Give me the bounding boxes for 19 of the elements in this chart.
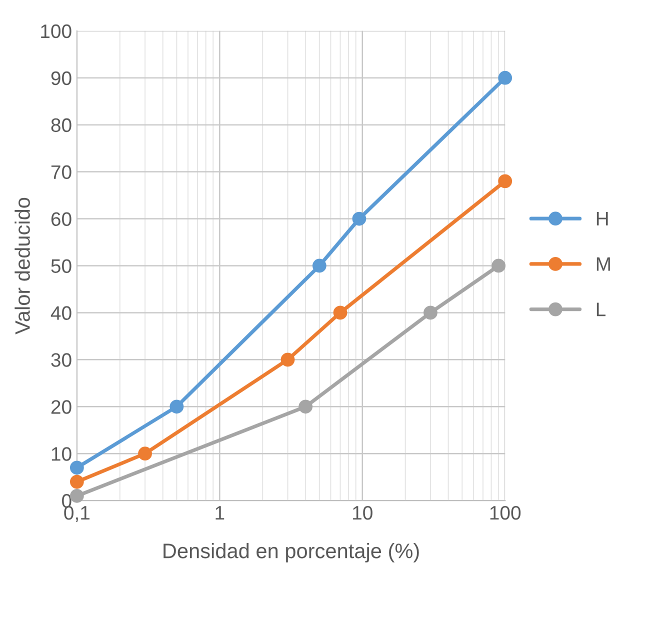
x-tick-label: 10 bbox=[353, 506, 372, 520]
y-tick-label: 40 bbox=[50, 306, 72, 320]
y-tick-label: 90 bbox=[51, 71, 72, 86]
y-tick-label: 80 bbox=[51, 118, 72, 132]
y-tick-label: 30 bbox=[51, 353, 72, 367]
legend-label: L bbox=[596, 302, 606, 316]
y-tick-label: 50 bbox=[51, 259, 72, 273]
x-tick-label: 0,1 bbox=[64, 506, 90, 522]
x-axis-title: Densidad en porcentaje (%) bbox=[164, 543, 419, 562]
legend-label: H bbox=[596, 212, 608, 226]
y-tick-label: 100 bbox=[41, 24, 72, 38]
y-axis-title: Valor deducido bbox=[14, 198, 30, 334]
x-tick-label: 1 bbox=[216, 506, 224, 520]
y-tick-label: 10 bbox=[52, 447, 72, 461]
y-tick-label: 60 bbox=[51, 212, 72, 226]
legend-label: M bbox=[596, 257, 610, 271]
y-tick-label: 70 bbox=[51, 165, 72, 180]
y-tick-label: 20 bbox=[51, 400, 72, 414]
x-tick-label: 100 bbox=[490, 506, 521, 520]
